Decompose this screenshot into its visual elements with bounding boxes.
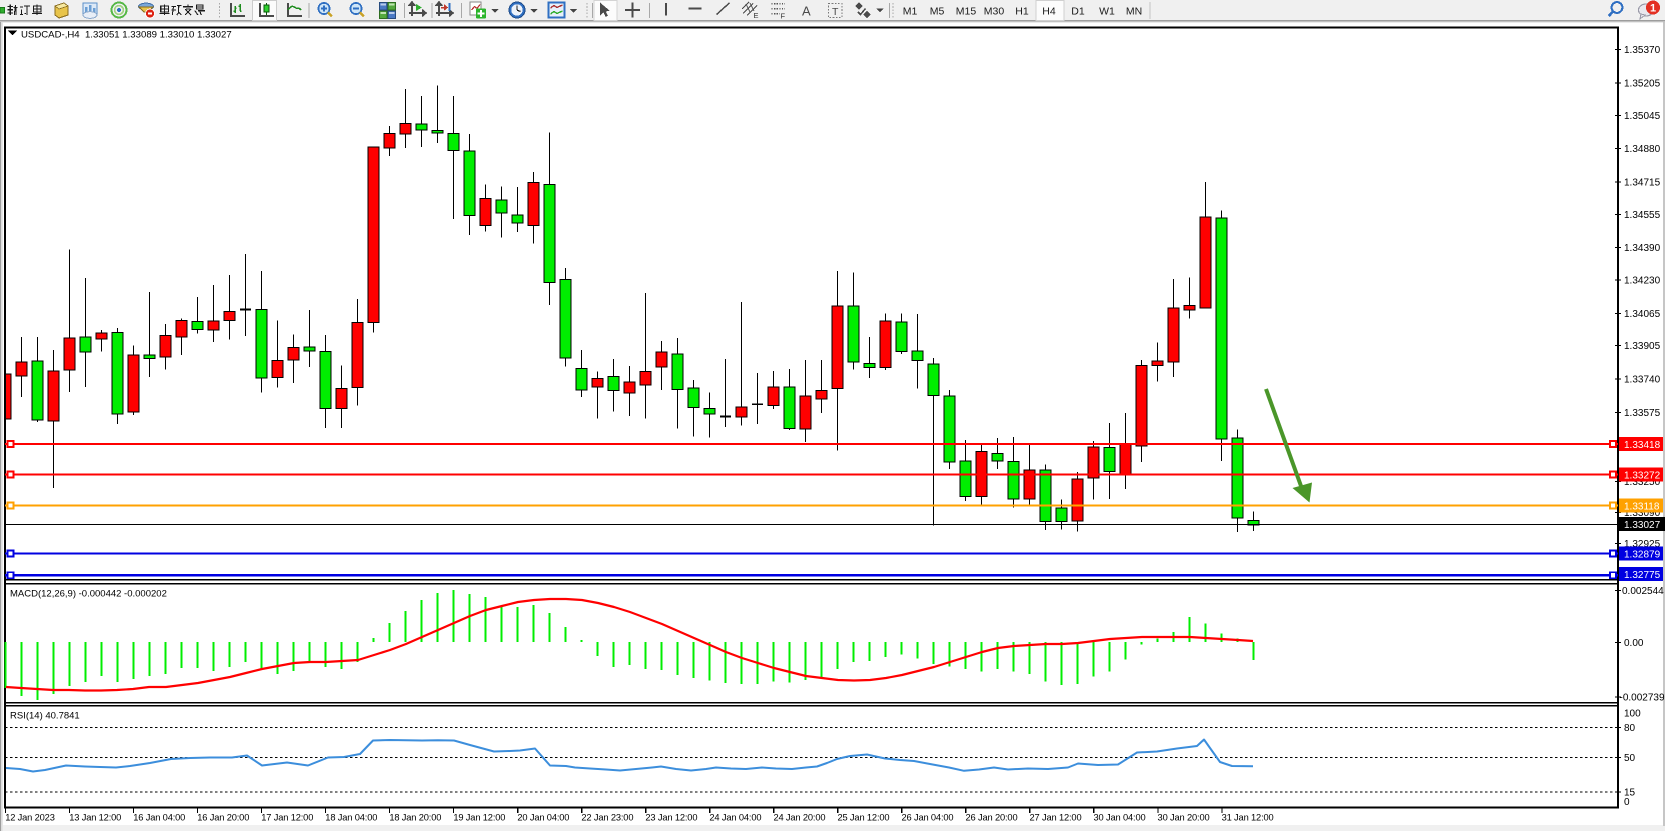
svg-text:1.33118: 1.33118 <box>1624 501 1660 512</box>
svg-text:1.35370: 1.35370 <box>1624 45 1661 56</box>
svg-text:80: 80 <box>1624 723 1636 734</box>
svg-text:M1: M1 <box>903 6 918 18</box>
svg-text:1.32879: 1.32879 <box>1624 549 1661 560</box>
svg-text:1.34880: 1.34880 <box>1624 144 1661 155</box>
svg-text:1.33090: 1.33090 <box>1624 508 1661 519</box>
svg-text:0: 0 <box>1624 797 1630 808</box>
svg-text:26 Jan 04:00: 26 Jan 04:00 <box>901 813 953 823</box>
svg-text:22 Jan 23:00: 22 Jan 23:00 <box>581 813 633 823</box>
svg-text:25 Jan 12:00: 25 Jan 12:00 <box>837 813 889 823</box>
svg-text:1.33905: 1.33905 <box>1624 341 1661 352</box>
svg-text:0.002544: 0.002544 <box>1622 586 1664 597</box>
svg-text:15: 15 <box>1624 788 1636 799</box>
svg-text:100: 100 <box>1624 709 1641 720</box>
svg-text:M5: M5 <box>930 6 945 18</box>
svg-text:MACD(12,26,9) -0.000442 -0.000: MACD(12,26,9) -0.000442 -0.000202 <box>10 589 167 600</box>
svg-text:1.34065: 1.34065 <box>1624 309 1661 320</box>
svg-text:1.34715: 1.34715 <box>1624 178 1661 189</box>
svg-text:E: E <box>754 11 759 20</box>
svg-text:27 Jan 12:00: 27 Jan 12:00 <box>1030 813 1082 823</box>
svg-text:1: 1 <box>1650 3 1656 15</box>
svg-text:23 Jan 12:00: 23 Jan 12:00 <box>645 813 697 823</box>
svg-text:H1: H1 <box>1015 6 1029 18</box>
svg-text:31 Jan 12:00: 31 Jan 12:00 <box>1222 813 1274 823</box>
svg-text:RSI(14) 40.7841: RSI(14) 40.7841 <box>10 711 80 722</box>
svg-text:1.34230: 1.34230 <box>1624 276 1661 287</box>
svg-text:1.33027: 1.33027 <box>1624 520 1661 531</box>
svg-text:T: T <box>832 6 839 18</box>
svg-text:MN: MN <box>1126 6 1142 18</box>
svg-text:D1: D1 <box>1071 6 1085 18</box>
svg-text:M15: M15 <box>956 6 977 18</box>
svg-text:18 Jan 20:00: 18 Jan 20:00 <box>389 813 441 823</box>
svg-text:18 Jan 04:00: 18 Jan 04:00 <box>325 813 377 823</box>
svg-text:1.34390: 1.34390 <box>1624 243 1661 254</box>
svg-text:1.33575: 1.33575 <box>1624 408 1661 419</box>
svg-text:USDCAD-,H4 1.33051 1.33089 1.: USDCAD-,H4 1.33051 1.33089 1.33010 1.330… <box>21 30 232 41</box>
svg-text:24 Jan 20:00: 24 Jan 20:00 <box>773 813 825 823</box>
svg-text:M30: M30 <box>984 6 1005 18</box>
svg-text:16 Jan 20:00: 16 Jan 20:00 <box>197 813 249 823</box>
svg-text:19 Jan 12:00: 19 Jan 12:00 <box>453 813 505 823</box>
svg-text:16 Jan 04:00: 16 Jan 04:00 <box>133 813 185 823</box>
svg-text:12 Jan 2023: 12 Jan 2023 <box>5 813 55 823</box>
svg-text:1.34555: 1.34555 <box>1624 210 1661 221</box>
svg-text:F: F <box>781 12 786 21</box>
svg-text:1.33272: 1.33272 <box>1624 470 1661 481</box>
svg-text:1.33418: 1.33418 <box>1624 440 1661 451</box>
svg-text:13 Jan 12:00: 13 Jan 12:00 <box>69 813 121 823</box>
svg-text:W1: W1 <box>1099 6 1115 18</box>
svg-text:1.33740: 1.33740 <box>1624 375 1661 386</box>
svg-text:1.35205: 1.35205 <box>1624 79 1661 90</box>
svg-text:H4: H4 <box>1042 6 1056 18</box>
svg-text:50: 50 <box>1624 753 1636 764</box>
svg-text:1.33250: 1.33250 <box>1624 477 1661 488</box>
svg-text:1.35045: 1.35045 <box>1624 111 1661 122</box>
svg-text:0.00: 0.00 <box>1624 638 1644 649</box>
svg-text:30 Jan 20:00: 30 Jan 20:00 <box>1158 813 1210 823</box>
svg-text:30 Jan 04:00: 30 Jan 04:00 <box>1094 813 1146 823</box>
svg-text:20 Jan 04:00: 20 Jan 04:00 <box>517 813 569 823</box>
svg-text:17 Jan 12:00: 17 Jan 12:00 <box>261 813 313 823</box>
svg-text:26 Jan 20:00: 26 Jan 20:00 <box>966 813 1018 823</box>
svg-text:24 Jan 04:00: 24 Jan 04:00 <box>709 813 761 823</box>
svg-text:1.32775: 1.32775 <box>1624 570 1661 581</box>
svg-text:-0.002739: -0.002739 <box>1620 693 1665 704</box>
svg-text:1.32925: 1.32925 <box>1624 539 1661 550</box>
svg-text:A: A <box>802 4 811 19</box>
